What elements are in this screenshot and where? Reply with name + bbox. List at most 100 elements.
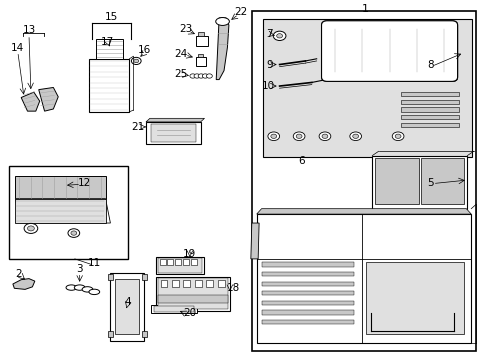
Circle shape bbox=[206, 74, 212, 78]
Circle shape bbox=[319, 132, 330, 140]
Bar bbox=[261, 301, 353, 305]
Text: 13: 13 bbox=[22, 25, 36, 35]
Bar bbox=[156, 257, 203, 274]
Bar bbox=[400, 100, 458, 104]
Circle shape bbox=[68, 229, 80, 237]
Text: 14: 14 bbox=[11, 43, 24, 53]
Bar bbox=[156, 277, 229, 311]
Bar bbox=[400, 92, 458, 96]
Bar bbox=[15, 176, 105, 199]
Bar bbox=[96, 40, 122, 59]
Text: 18: 18 bbox=[227, 283, 240, 293]
Bar bbox=[190, 259, 196, 265]
Bar bbox=[366, 262, 463, 334]
Bar bbox=[261, 320, 353, 324]
Bar bbox=[261, 282, 353, 286]
Circle shape bbox=[71, 231, 77, 235]
Text: 8: 8 bbox=[427, 59, 433, 69]
Bar bbox=[160, 280, 167, 287]
Circle shape bbox=[276, 34, 282, 38]
Text: 12: 12 bbox=[78, 178, 91, 188]
Circle shape bbox=[267, 132, 279, 140]
Text: 3: 3 bbox=[76, 264, 83, 274]
Polygon shape bbox=[21, 92, 40, 111]
Text: 19: 19 bbox=[183, 248, 196, 258]
Ellipse shape bbox=[66, 285, 77, 290]
Bar bbox=[115, 279, 139, 334]
Circle shape bbox=[293, 132, 305, 140]
Bar bbox=[251, 11, 475, 351]
Text: 1: 1 bbox=[361, 4, 368, 14]
Bar bbox=[183, 259, 188, 265]
Text: 5: 5 bbox=[427, 178, 433, 188]
Circle shape bbox=[131, 57, 141, 64]
Bar bbox=[261, 291, 353, 296]
Polygon shape bbox=[250, 223, 259, 259]
Bar bbox=[195, 57, 206, 66]
Bar bbox=[195, 36, 207, 46]
FancyBboxPatch shape bbox=[321, 21, 457, 81]
Polygon shape bbox=[13, 279, 35, 289]
Bar bbox=[158, 258, 201, 273]
Bar bbox=[108, 330, 113, 337]
Circle shape bbox=[296, 134, 302, 138]
Text: 6: 6 bbox=[298, 156, 305, 166]
Text: 20: 20 bbox=[183, 309, 196, 318]
Polygon shape bbox=[146, 118, 204, 122]
Bar bbox=[256, 214, 470, 343]
Bar bbox=[183, 280, 190, 287]
Bar bbox=[159, 259, 165, 265]
Circle shape bbox=[189, 74, 195, 78]
Bar bbox=[146, 122, 200, 144]
Circle shape bbox=[202, 74, 208, 78]
Circle shape bbox=[352, 134, 358, 138]
Ellipse shape bbox=[82, 287, 93, 292]
Bar bbox=[158, 278, 227, 309]
Bar bbox=[261, 262, 353, 267]
Bar bbox=[374, 158, 418, 204]
FancyBboxPatch shape bbox=[321, 21, 457, 81]
Polygon shape bbox=[216, 18, 228, 80]
Text: 22: 22 bbox=[233, 7, 247, 17]
Text: 9: 9 bbox=[266, 59, 273, 69]
Circle shape bbox=[349, 132, 361, 140]
Text: 17: 17 bbox=[100, 37, 113, 47]
Bar bbox=[110, 273, 143, 341]
Text: 11: 11 bbox=[87, 258, 101, 268]
Bar bbox=[167, 259, 173, 265]
Bar bbox=[154, 306, 194, 312]
Bar bbox=[142, 330, 147, 337]
Text: 23: 23 bbox=[179, 24, 192, 35]
Bar bbox=[217, 280, 224, 287]
Bar bbox=[142, 274, 147, 280]
Circle shape bbox=[134, 59, 139, 63]
Ellipse shape bbox=[89, 289, 100, 294]
Bar bbox=[400, 115, 458, 119]
Text: 2: 2 bbox=[15, 269, 21, 279]
Bar bbox=[158, 296, 227, 303]
Bar bbox=[420, 158, 463, 204]
Polygon shape bbox=[15, 199, 110, 223]
Ellipse shape bbox=[215, 18, 229, 26]
Bar bbox=[263, 19, 471, 157]
Bar bbox=[175, 259, 181, 265]
Bar bbox=[261, 310, 353, 315]
Circle shape bbox=[273, 31, 285, 41]
Ellipse shape bbox=[74, 285, 85, 290]
Bar bbox=[172, 280, 179, 287]
Circle shape bbox=[322, 134, 327, 138]
Bar bbox=[400, 107, 458, 112]
Bar bbox=[197, 54, 202, 57]
Text: 16: 16 bbox=[138, 45, 151, 55]
Text: 7: 7 bbox=[266, 29, 273, 39]
Bar bbox=[15, 199, 105, 223]
Bar bbox=[206, 280, 213, 287]
Bar bbox=[400, 123, 458, 127]
Circle shape bbox=[198, 74, 203, 78]
Text: 4: 4 bbox=[124, 297, 130, 307]
Text: 25: 25 bbox=[174, 69, 187, 79]
Circle shape bbox=[27, 226, 34, 231]
Circle shape bbox=[24, 224, 38, 233]
Circle shape bbox=[194, 74, 200, 78]
Polygon shape bbox=[39, 87, 58, 111]
